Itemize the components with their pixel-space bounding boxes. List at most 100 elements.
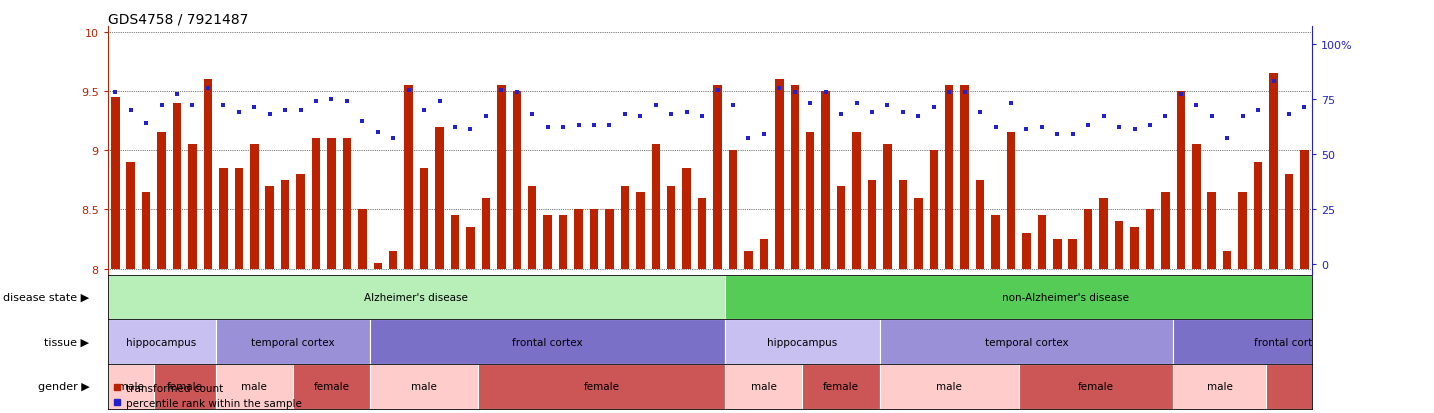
Point: [644, 102, 667, 109]
Bar: [498, 86, 506, 269]
Point: [876, 102, 899, 109]
Point: [351, 118, 374, 125]
Bar: [327, 139, 336, 269]
Point: [1154, 114, 1177, 120]
Bar: [293, 364, 370, 409]
Point: [381, 135, 404, 142]
Bar: [219, 169, 228, 269]
Point: [783, 89, 806, 96]
Bar: [559, 216, 568, 269]
Bar: [651, 145, 660, 269]
Bar: [803, 364, 879, 409]
Point: [614, 112, 637, 118]
Bar: [1007, 133, 1015, 269]
Bar: [108, 275, 726, 320]
Bar: [605, 210, 614, 269]
Bar: [482, 198, 490, 269]
Bar: [1173, 364, 1266, 409]
Bar: [478, 364, 726, 409]
Bar: [204, 80, 212, 269]
Point: [1077, 122, 1100, 129]
Text: male: male: [118, 382, 143, 392]
Bar: [806, 133, 815, 269]
Bar: [1223, 251, 1232, 269]
Text: GDS4758 / 7921487: GDS4758 / 7921487: [108, 13, 248, 27]
Bar: [108, 320, 215, 364]
Point: [799, 100, 822, 107]
Bar: [420, 169, 429, 269]
Point: [954, 89, 977, 96]
Text: male: male: [1206, 382, 1232, 392]
Point: [984, 125, 1007, 131]
Point: [1015, 127, 1038, 133]
Bar: [297, 175, 305, 269]
Point: [767, 85, 790, 92]
Point: [1045, 131, 1068, 138]
Bar: [868, 180, 876, 269]
Text: hippocampus: hippocampus: [767, 337, 837, 347]
Point: [1107, 125, 1130, 131]
Bar: [883, 145, 892, 269]
Bar: [528, 186, 536, 269]
Point: [1061, 131, 1084, 138]
Point: [860, 109, 883, 116]
Bar: [1162, 192, 1170, 269]
Text: non-Alzheimer's disease: non-Alzheimer's disease: [1001, 292, 1129, 302]
Bar: [698, 198, 707, 269]
Bar: [913, 198, 922, 269]
Bar: [852, 133, 860, 269]
Point: [366, 129, 389, 135]
Bar: [744, 251, 753, 269]
Bar: [726, 320, 879, 364]
Bar: [1084, 210, 1093, 269]
Point: [135, 120, 158, 127]
Point: [1184, 102, 1207, 109]
Point: [1031, 125, 1054, 131]
Bar: [126, 163, 135, 269]
Bar: [1269, 74, 1278, 269]
Bar: [822, 92, 830, 269]
Bar: [879, 320, 1173, 364]
Point: [119, 107, 142, 114]
Point: [968, 109, 991, 116]
Bar: [1239, 192, 1248, 269]
Text: male: male: [936, 382, 962, 392]
Bar: [1301, 151, 1309, 269]
Text: male: male: [241, 382, 267, 392]
Bar: [1207, 192, 1216, 269]
Bar: [1038, 216, 1047, 269]
Point: [999, 100, 1022, 107]
Bar: [110, 98, 119, 269]
Point: [1278, 112, 1301, 118]
Point: [691, 114, 714, 120]
Bar: [436, 127, 445, 269]
Point: [922, 105, 945, 112]
Point: [675, 109, 698, 116]
Point: [320, 96, 343, 102]
Bar: [188, 145, 196, 269]
Point: [566, 122, 589, 129]
Bar: [713, 86, 721, 269]
Point: [1169, 92, 1192, 98]
Text: tissue ▶: tissue ▶: [44, 337, 89, 347]
Point: [938, 89, 961, 96]
Bar: [589, 210, 598, 269]
Point: [737, 135, 760, 142]
Bar: [343, 139, 351, 269]
Bar: [726, 364, 803, 409]
Text: male: male: [412, 382, 437, 392]
Bar: [215, 364, 293, 409]
Point: [906, 114, 929, 120]
Bar: [879, 364, 1018, 409]
Point: [1123, 127, 1146, 133]
Point: [290, 107, 313, 114]
Bar: [899, 180, 908, 269]
Point: [630, 114, 652, 120]
Point: [1093, 114, 1116, 120]
Point: [721, 102, 744, 109]
Text: female: female: [823, 382, 859, 392]
Bar: [837, 186, 846, 269]
Point: [274, 107, 297, 114]
Point: [582, 122, 605, 129]
Text: female: female: [1318, 382, 1354, 392]
